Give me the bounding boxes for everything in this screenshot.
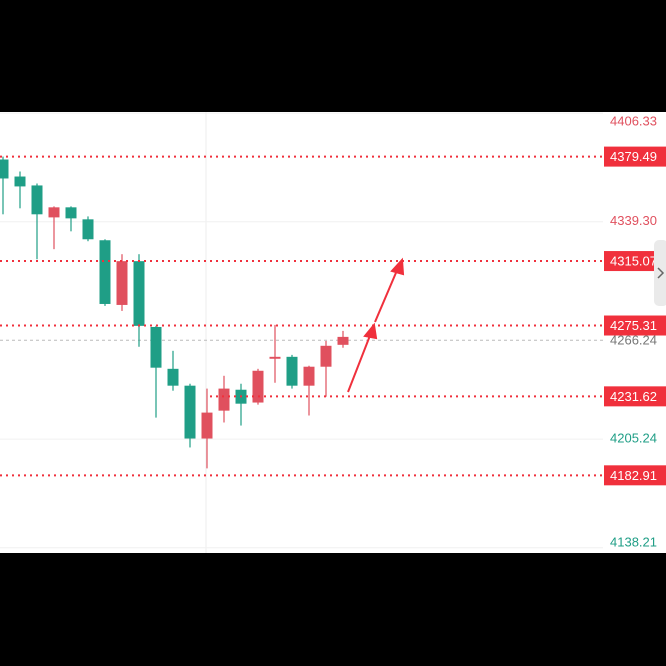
candle-body	[337, 336, 349, 345]
candle-body	[31, 185, 43, 215]
candle-body	[82, 219, 94, 240]
candle-body	[14, 176, 26, 187]
y-tick-label: 4406.33	[610, 113, 657, 128]
candle-body	[286, 356, 298, 386]
level-label: 4275.31	[610, 318, 657, 333]
level-label: 4182.91	[610, 468, 657, 483]
candle-body	[269, 356, 281, 359]
level-label-box	[604, 251, 666, 272]
axis-labels: 4406.33 4339.30 4205.24 4138.21 4266.24 4379.…	[604, 113, 666, 549]
candle-body	[201, 412, 213, 439]
candle-body	[48, 207, 60, 218]
y-tick-label: 4205.24	[610, 431, 657, 446]
level-label-box	[604, 146, 666, 167]
level-label-box	[604, 465, 666, 486]
candle-body	[167, 368, 179, 386]
candle-body	[184, 385, 196, 439]
current-price-box	[604, 331, 666, 350]
scroll-icon	[657, 267, 665, 279]
level-label: 4315.07	[610, 253, 657, 268]
arrows	[347, 257, 405, 393]
marks	[0, 112, 603, 549]
level-label-box	[604, 386, 666, 407]
candle-body	[133, 261, 145, 326]
arrow-head	[363, 322, 378, 340]
candle-body	[150, 326, 162, 368]
current-price-label: 4266.24	[610, 333, 657, 348]
candle-body	[65, 207, 77, 219]
y-tick-label: 4138.21	[610, 534, 657, 549]
level-label-box	[604, 315, 666, 336]
arrow	[347, 332, 372, 393]
candle-body	[303, 366, 315, 386]
arrow-head	[390, 257, 405, 276]
candle-body	[320, 345, 332, 367]
scroll-tab[interactable]	[654, 240, 666, 306]
y-tick-label: 4339.30	[610, 213, 657, 228]
level-label: 4379.49	[610, 149, 657, 164]
level-label: 4231.62	[610, 389, 657, 404]
candle-body	[252, 370, 264, 403]
plot-area	[0, 112, 666, 553]
candle-body	[0, 159, 9, 179]
candle-body	[99, 240, 111, 304]
candle-body	[116, 261, 128, 305]
arrow	[374, 267, 399, 323]
candle-body	[218, 388, 230, 411]
